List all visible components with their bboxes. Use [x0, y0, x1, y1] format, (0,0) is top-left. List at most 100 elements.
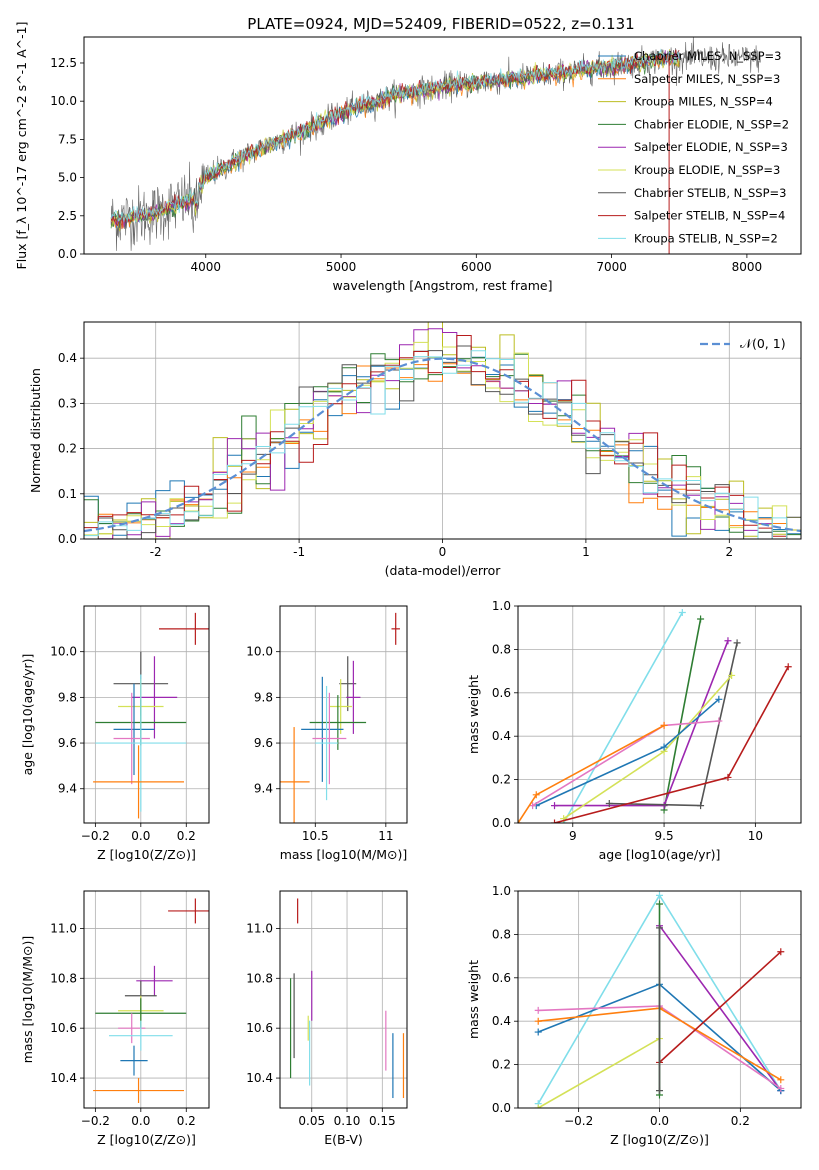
- x-tick-label: 6000: [461, 260, 492, 274]
- chart-massweight_vs_Z: −0.2 0.0 0.2 0.0 0.2 0.4 0.6 0.8 1.0 Z [log10(Z/Z…: [466, 884, 802, 1147]
- legend-item-label: Kroupa MILES, N_SSP=4: [634, 95, 773, 109]
- y-tick-label: 2.5: [58, 209, 77, 223]
- series-point: [534, 1006, 542, 1014]
- series-point: [777, 1076, 785, 1084]
- x-tick-label: 4000: [190, 260, 221, 274]
- series-point: [715, 695, 723, 703]
- series-line: [663, 618, 702, 811]
- y-tick-label: 9.4: [254, 782, 273, 796]
- series-point: [724, 637, 732, 645]
- x-tick-label: 2: [725, 545, 733, 559]
- series-point: [715, 717, 723, 725]
- x-axis-label: Z [log10(Z/Z⊙)]: [97, 1132, 196, 1147]
- y-axis-label: mass weight: [466, 675, 481, 754]
- x-axis-label: Z [log10(Z/Z⊙)]: [97, 847, 196, 862]
- series-point: [697, 615, 705, 623]
- spectrum-model-line: [110, 48, 680, 223]
- y-tick-label: 0.3: [58, 396, 77, 410]
- x-axis-label: age [log10(age/yr)]: [599, 847, 721, 862]
- residuals-legend-label: 𝒩(0, 1): [740, 336, 786, 351]
- y-tick-label: 7.5: [58, 132, 77, 146]
- legend-item-label: Kroupa STELIB, N_SSP=2: [634, 231, 778, 245]
- y-tick-label: 0.0: [492, 1101, 511, 1115]
- series-point: [656, 924, 663, 932]
- axes-frame: [279, 605, 408, 824]
- axes-frame: [83, 36, 802, 255]
- x-tick-label: 0.0: [131, 1114, 150, 1128]
- x-tick-label: 0.2: [177, 1114, 196, 1128]
- y-tick-label: 0.8: [492, 927, 511, 941]
- y-tick-label: 10.6: [246, 1021, 273, 1035]
- chart-residuals: -2 -1 0 1 2 0.0 0.1 0.2 0.3 0.4 (data-model)/error…: [28, 321, 802, 578]
- x-tick-label: 0.2: [177, 829, 196, 843]
- x-tick-label: −0.2: [564, 1114, 593, 1128]
- x-tick-label: 1: [582, 545, 590, 559]
- series-point: [777, 948, 785, 956]
- plot-area-mass_vs_Z: [84, 891, 209, 1108]
- y-tick-label: 9.4: [58, 782, 77, 796]
- y-tick-label: 9.8: [254, 690, 273, 704]
- y-tick-label: 9.8: [58, 690, 77, 704]
- y-tick-label: 0.0: [492, 816, 511, 830]
- y-axis-label: mass weight: [466, 960, 481, 1039]
- y-tick-label: 0.4: [492, 729, 511, 743]
- x-tick-label: 9.5: [655, 829, 674, 843]
- chart-spectrum: 4000 5000 6000 7000 8000 0.0 2.5 5.0 7.5 10.0 12.5…: [14, 22, 802, 293]
- y-tick-label: 0.0: [58, 247, 77, 261]
- x-tick-label: -1: [293, 545, 305, 559]
- x-tick-label: 11: [378, 829, 393, 843]
- chart-age_vs_mass: 10.5 11 9.4 9.6 9.8 10.0 mass [log10(M/M⊙)]: [246, 605, 408, 862]
- series-line: [535, 698, 720, 807]
- plot-area-mass_vs_EBV: [280, 891, 407, 1108]
- normal-pdf-line: [84, 357, 801, 533]
- spectrum-model-line: [110, 49, 680, 230]
- y-tick-label: 10.0: [50, 94, 77, 108]
- y-axis-label: mass [log10(M/M⊙)]: [20, 936, 35, 1064]
- series-point: [551, 802, 559, 810]
- y-axis-label: Normed distribution: [28, 368, 43, 493]
- series-line: [532, 720, 719, 807]
- x-tick-label: 9: [569, 829, 577, 843]
- series-point: [656, 1087, 663, 1095]
- plot-area-massweight_vs_age: [518, 606, 801, 823]
- x-tick-label: 0.0: [650, 1114, 669, 1128]
- y-tick-label: 10.8: [246, 971, 273, 985]
- chart-age_vs_Z: −0.2 0.0 0.2 9.4 9.6 9.8 10.0 Z [log10(Z/Z⊙)] ag…: [20, 605, 210, 862]
- y-tick-label: 0.1: [58, 487, 77, 501]
- series-point: [605, 799, 613, 807]
- y-tick-label: 0.4: [58, 351, 77, 365]
- x-axis-label: E(B-V): [324, 1132, 363, 1147]
- axes-frame: [517, 605, 802, 824]
- y-tick-label: 9.6: [58, 736, 77, 750]
- y-axis-label: age [log10(age/yr)]: [20, 654, 35, 776]
- plot-area-residuals: [84, 322, 801, 539]
- series-point: [660, 743, 668, 751]
- y-tick-label: 10.0: [50, 645, 77, 659]
- plot-area-massweight_vs_Z: [518, 891, 801, 1108]
- y-tick-label: 1.0: [492, 599, 511, 613]
- x-tick-label: 0.15: [369, 1114, 396, 1128]
- x-tick-label: −0.2: [81, 1114, 110, 1128]
- x-tick-label: 5000: [326, 260, 357, 274]
- x-tick-label: 8000: [732, 260, 763, 274]
- series-point: [660, 721, 668, 729]
- series-point: [784, 663, 792, 671]
- x-tick-label: -2: [150, 545, 162, 559]
- x-tick-label: 10: [748, 829, 763, 843]
- x-axis-label: wavelength [Angstrom, rest frame]: [332, 278, 552, 293]
- plot-area-age_vs_Z: [84, 606, 209, 823]
- y-tick-label: 0.2: [492, 773, 511, 787]
- histogram-step-line: [84, 350, 801, 539]
- series-point: [733, 639, 741, 647]
- y-tick-label: 9.6: [254, 736, 273, 750]
- y-tick-label: 0.8: [492, 642, 511, 656]
- series-point: [529, 802, 537, 810]
- plot-area-spectrum: [110, 37, 761, 254]
- x-tick-label: 7000: [596, 260, 627, 274]
- y-tick-label: 12.5: [50, 56, 77, 70]
- chart-massweight_vs_age: 9 9.5 10 0.0 0.2 0.4 0.6 0.8 1.0 age [log10(age/y…: [466, 599, 802, 862]
- series-point: [534, 1104, 542, 1108]
- spectrum-legend: Chabrier MILES, N_SSP=3 Salpeter MILES, N…: [598, 49, 789, 245]
- series-point: [678, 609, 686, 617]
